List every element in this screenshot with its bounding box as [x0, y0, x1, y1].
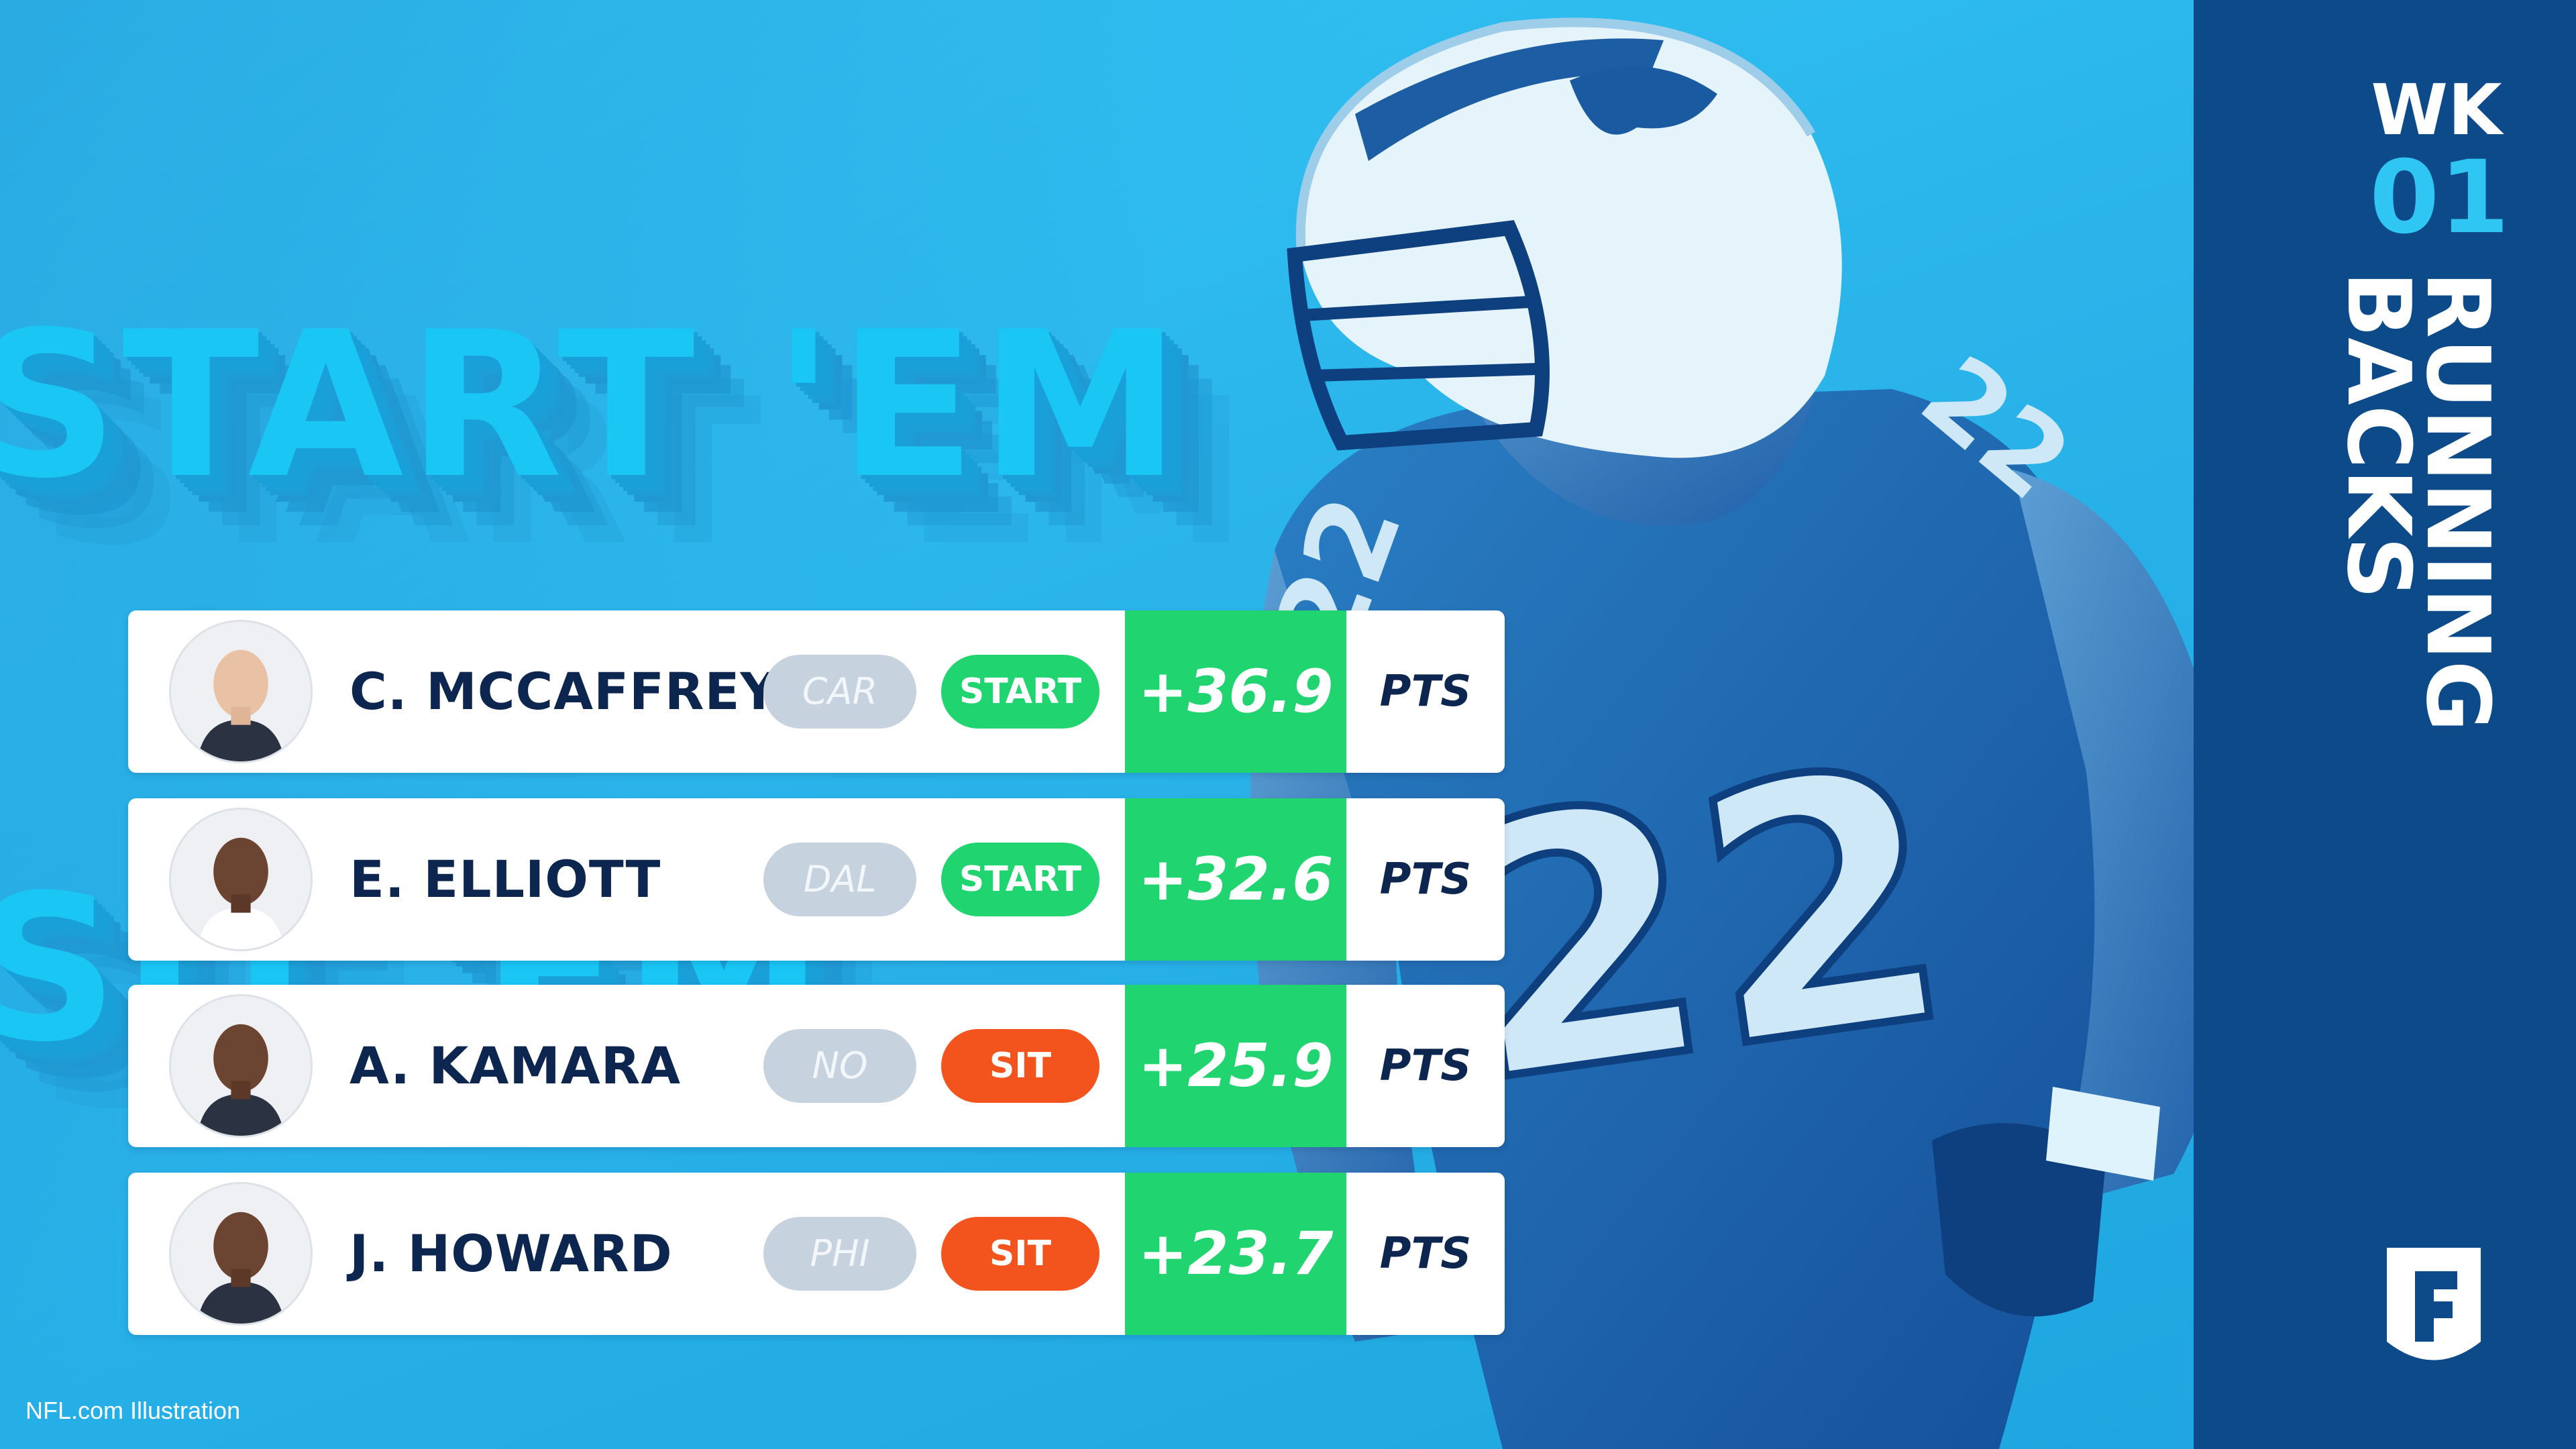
week-number: 01 — [2369, 140, 2510, 256]
player-row[interactable]: J. HOWARD PHI SIT +23.7 PTS — [128, 1173, 1505, 1335]
player-name: J. HOWARD — [350, 1224, 673, 1283]
player-headshot-icon — [169, 994, 313, 1138]
svg-text:22: 22 — [1434, 691, 1971, 1161]
points-value: +25.9 — [1125, 985, 1346, 1147]
team-badge: NO — [763, 1029, 916, 1103]
player-row[interactable]: E. ELLIOTT DAL START +32.6 PTS — [128, 798, 1505, 961]
player-illustration: 22 22 22 — [1249, 17, 2234, 1449]
player-row[interactable]: A. KAMARA NO SIT +25.9 PTS — [128, 985, 1505, 1147]
verdict-badge: SIT — [941, 1217, 1099, 1291]
right-panel — [2194, 0, 2576, 1449]
team-badge: DAL — [763, 843, 916, 916]
points-unit: PTS — [1379, 1229, 1472, 1279]
points-unit: PTS — [1379, 855, 1472, 904]
points-value: +32.6 — [1125, 798, 1346, 961]
player-name: C. MCCAFFREY — [350, 661, 778, 721]
week-label: WK — [2371, 69, 2502, 151]
fantasy-f-shield-icon — [2387, 1248, 2481, 1360]
player-name: E. ELLIOTT — [350, 849, 661, 909]
headline-line-1: START 'EM — [0, 288, 1185, 523]
verdict-badge: SIT — [941, 1029, 1099, 1103]
player-name: A. KAMARA — [350, 1036, 682, 1095]
position-title-line-1: RUNNING — [2407, 271, 2509, 733]
points-value: +23.7 — [1125, 1173, 1346, 1335]
points-value: +36.9 — [1125, 610, 1346, 773]
player-headshot-icon — [169, 1182, 313, 1326]
player-headshot-icon — [169, 620, 313, 763]
verdict-badge: START — [941, 843, 1099, 916]
image-credit: NFL.com Illustration — [25, 1397, 241, 1424]
points-unit: PTS — [1379, 1041, 1472, 1091]
player-headshot-icon — [169, 808, 313, 951]
team-badge: PHI — [763, 1217, 916, 1291]
position-title: RUNNING BACKS — [2328, 271, 2509, 741]
verdict-badge: START — [941, 655, 1099, 729]
points-unit: PTS — [1379, 667, 1472, 716]
player-row[interactable]: C. MCCAFFREY CAR START +36.9 PTS — [128, 610, 1505, 773]
team-badge: CAR — [763, 655, 916, 729]
